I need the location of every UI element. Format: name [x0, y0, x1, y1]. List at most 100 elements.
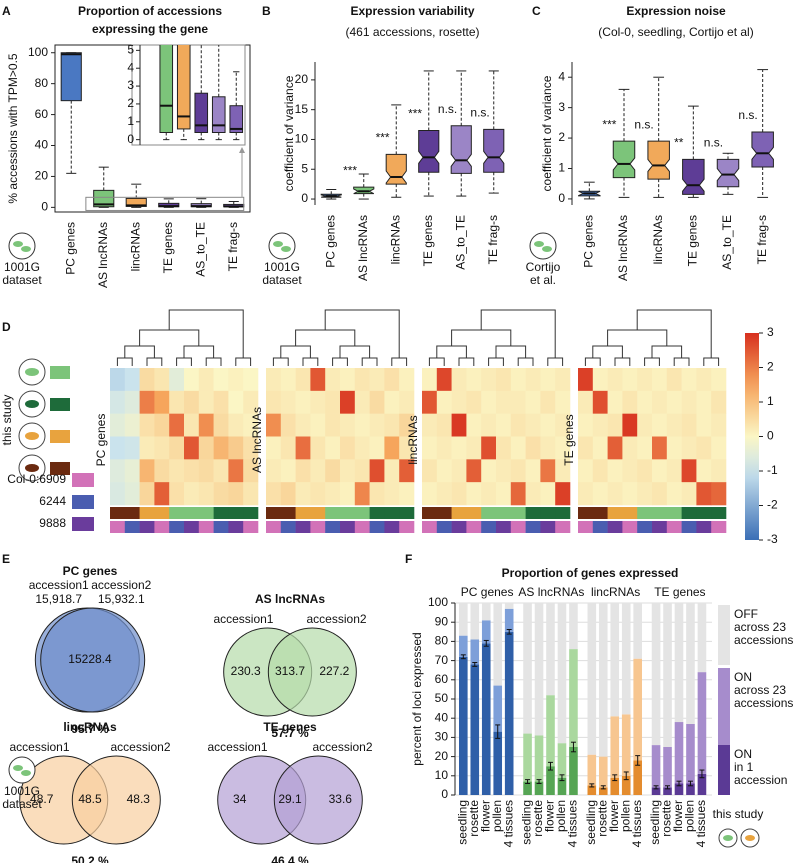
heatmap-cell: [466, 437, 481, 460]
x-tick-label: PC genes: [323, 215, 337, 268]
box: [212, 97, 225, 133]
tissue-strip: [496, 507, 511, 519]
heatmap-cell: [296, 414, 311, 437]
heatmap-cell: [110, 391, 125, 414]
heatmap-cell: [296, 368, 311, 391]
dendrogram: [340, 346, 370, 358]
heatmap-cell: [608, 391, 623, 414]
accession-strip: [496, 521, 511, 533]
accession-strip: [281, 521, 296, 533]
heatmap-cell: [481, 391, 496, 414]
legend-label: ONin 1accession: [734, 747, 787, 787]
tissue-icon-shape: [745, 835, 755, 841]
heatmap-cell: [637, 368, 652, 391]
dendrogram: [303, 358, 318, 366]
heatmap-cell: [496, 414, 511, 437]
accession-strip: [214, 521, 229, 533]
dataset-label: 1001G: [4, 260, 40, 274]
dataset-icon: [269, 233, 295, 259]
tissue-strip: [243, 507, 258, 519]
heatmap-cell: [682, 368, 697, 391]
accession-strip: [526, 521, 541, 533]
dendrogram: [637, 310, 711, 358]
accession-strip: [154, 521, 169, 533]
tissue-strip: [310, 507, 325, 519]
bar-segment: [459, 636, 468, 657]
x-tick-label: lincRNAs: [651, 215, 665, 264]
heatmap-cell: [437, 414, 452, 437]
heatmap-cell: [637, 482, 652, 505]
heatmap-cell: [578, 459, 593, 482]
legend-caption: this study: [713, 807, 764, 821]
tissue-icon-shape: [25, 368, 39, 376]
heatmap-cell: [452, 459, 467, 482]
dendrogram: [169, 310, 243, 358]
dataset-icon: [9, 233, 35, 259]
heatmap-cell: [466, 459, 481, 482]
heatmap-label: PC genes: [94, 414, 108, 467]
accession-strip: [355, 521, 370, 533]
venn-title: lincRNAs: [63, 720, 117, 734]
accession-strip: [593, 521, 608, 533]
x-tick-label: lincRNAs: [128, 222, 142, 271]
accession-label: 9888: [39, 516, 66, 530]
panel-letter: C: [532, 4, 541, 18]
significance: **: [674, 136, 684, 150]
dendrogram: [429, 358, 444, 366]
heatmap-cell: [184, 459, 199, 482]
tissue-strip: [696, 507, 711, 519]
group-label: AS lncRNAs: [518, 585, 584, 599]
venn-overlap-value: 29.1: [278, 792, 302, 806]
dendrogram: [459, 358, 474, 366]
tissue-strip: [481, 507, 496, 519]
heatmap-cell: [555, 482, 570, 505]
accession-strip: [399, 521, 414, 533]
venn-set-name: accession1: [213, 612, 273, 626]
heatmap-cell: [184, 437, 199, 460]
accession-strip: [296, 521, 311, 533]
heatmap-cell: [682, 482, 697, 505]
venn-set-name: accession2: [91, 578, 151, 592]
heatmap-cell: [228, 368, 243, 391]
dataset-icon-leaf: [281, 246, 291, 252]
accession-strip: [422, 521, 437, 533]
heatmap-cell: [296, 437, 311, 460]
heatmap-cell: [682, 391, 697, 414]
heatmap-cell: [125, 437, 140, 460]
heatmap-cell: [140, 437, 155, 460]
tissue-strip: [214, 507, 229, 519]
heatmap-cell: [511, 459, 526, 482]
heatmap-cell: [310, 368, 325, 391]
dendrogram: [674, 358, 689, 366]
x-tick-label: TE frag-s: [486, 215, 500, 264]
tissue-strip: [370, 507, 385, 519]
heatmap-cell: [296, 391, 311, 414]
heatmap-cell: [422, 368, 437, 391]
colorbar-tick-label: 1: [767, 394, 774, 408]
x-tick-label: 4 tissues: [566, 800, 580, 847]
y-tick-label: 40: [435, 710, 449, 724]
heatmap-cell: [652, 368, 667, 391]
tissue-strip: [622, 507, 637, 519]
venn-title: TE genes: [263, 720, 317, 734]
y-tick-label: 60: [35, 107, 49, 121]
accession-strip: [125, 521, 140, 533]
heatmap-cell: [608, 368, 623, 391]
x-tick-label: AS lncRNAs: [96, 222, 110, 288]
dataset-icon-leaf: [273, 241, 283, 247]
significance: ***: [376, 131, 390, 145]
accession-strip: [243, 521, 258, 533]
tissue-strip: [466, 507, 481, 519]
significance: n.s.: [470, 106, 489, 120]
heatmap-cell: [481, 437, 496, 460]
accession-strip: [696, 521, 711, 533]
heatmap-cell: [422, 391, 437, 414]
panel-letter: D: [2, 320, 11, 334]
chart-title: expressing the gene: [92, 22, 208, 36]
heatmap-cell: [608, 437, 623, 460]
heatmap-cell: [266, 437, 281, 460]
heatmap-cell: [437, 437, 452, 460]
accession-swatch: [72, 473, 94, 487]
venn-total: 15,918.7: [35, 592, 82, 606]
